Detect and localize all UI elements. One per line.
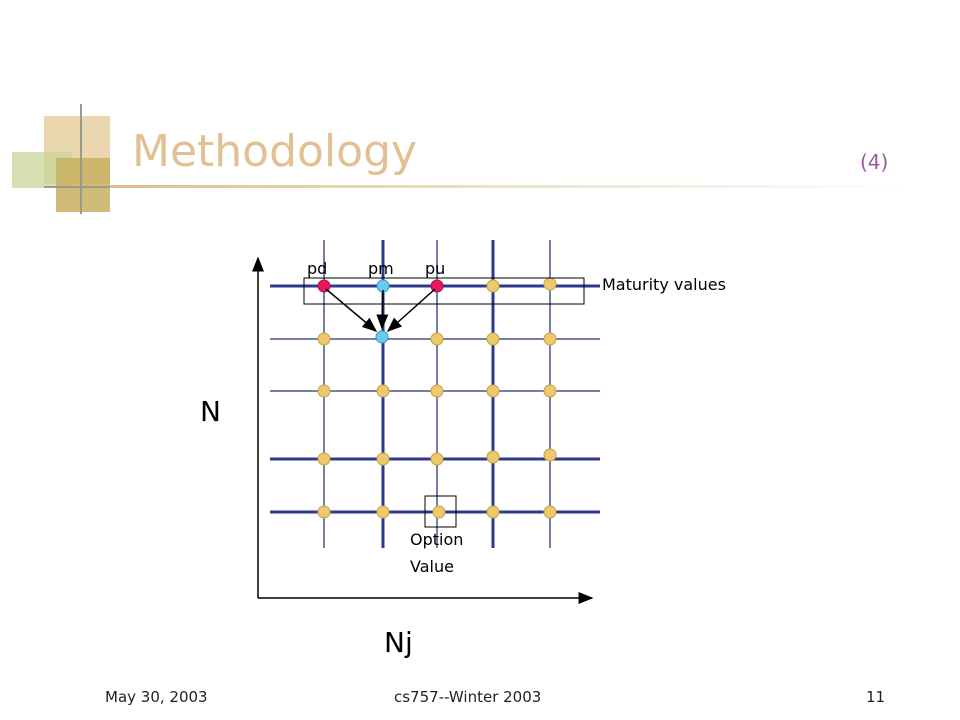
maturity-values-box: [303, 277, 585, 305]
node: [376, 384, 390, 398]
grid-nodes: [317, 277, 557, 519]
node: [376, 452, 390, 466]
node: [486, 450, 500, 464]
node: [543, 448, 557, 462]
backward-induction-arrows: [325, 288, 436, 332]
label-pm: pm: [368, 259, 394, 278]
label-pu: pu: [425, 259, 445, 278]
slide-title: Methodology: [132, 126, 418, 177]
option-value-label-line1: Option: [410, 530, 463, 549]
axis-x-label: Nj: [384, 626, 413, 659]
node: [317, 384, 331, 398]
node: [486, 279, 500, 293]
node: [317, 505, 331, 519]
arrow-from-pu: [386, 288, 436, 332]
node: [486, 384, 500, 398]
decorative-square-olive: [56, 158, 110, 212]
node: [543, 332, 557, 346]
footer-course: cs757--Winter 2003: [394, 688, 542, 706]
node-option-value: [432, 505, 446, 519]
option-value-label-line2: Value: [410, 557, 454, 576]
footer-date: May 30, 2003: [105, 688, 208, 706]
axis-y-label: N: [200, 395, 221, 428]
node: [543, 384, 557, 398]
node: [486, 505, 500, 519]
node: [543, 277, 557, 291]
node: [430, 332, 444, 346]
decorative-vertical-line: [80, 104, 82, 214]
footer-page-number: 11: [866, 688, 886, 706]
label-pd: pd: [307, 259, 327, 278]
node: [317, 452, 331, 466]
slide-title-number: (4): [860, 150, 889, 174]
maturity-values-label: Maturity values: [602, 275, 726, 294]
node-current: [375, 330, 389, 344]
option-value-box: [424, 495, 457, 528]
node: [430, 384, 444, 398]
decorative-horizontal-line: [44, 186, 122, 188]
node: [317, 332, 331, 346]
node: [430, 452, 444, 466]
node: [543, 505, 557, 519]
arrow-from-pd: [325, 288, 378, 332]
node: [376, 505, 390, 519]
node: [486, 332, 500, 346]
arrow-from-pm: [376, 289, 389, 330]
title-underline: [110, 185, 910, 188]
